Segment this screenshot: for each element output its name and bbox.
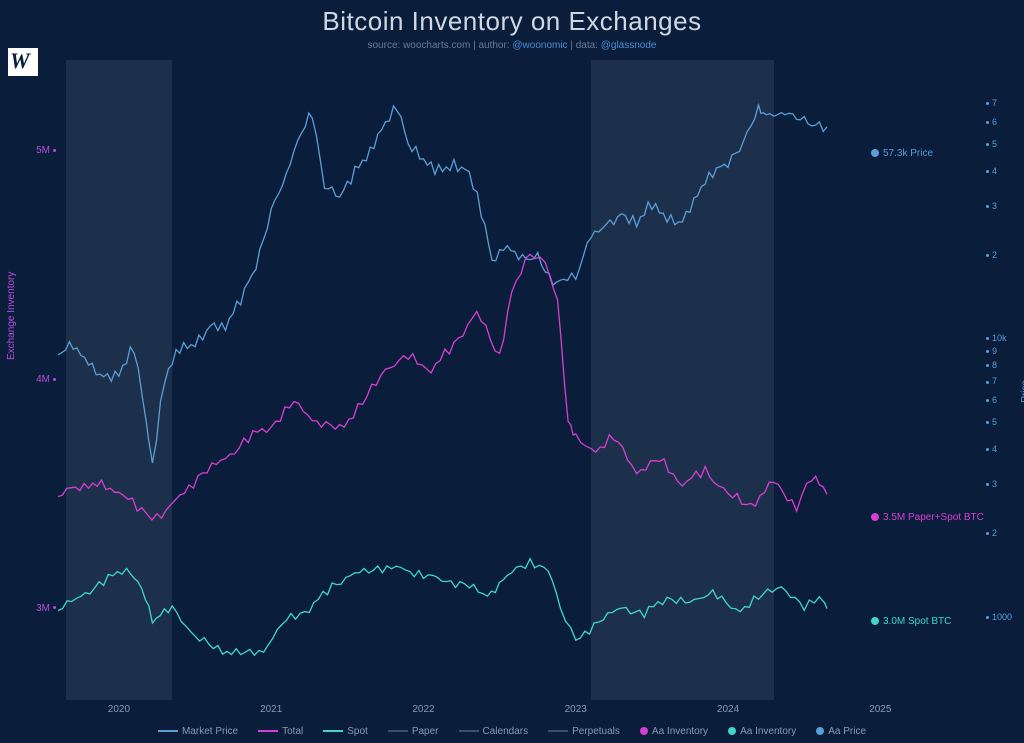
end-label-spot: 3.0M Spot BTC — [871, 616, 951, 627]
y-right-tick: 4 — [986, 166, 997, 176]
end-label-price: 57.3k Price — [871, 148, 933, 159]
x-tick: 2023 — [565, 704, 587, 715]
y-right-tick: 4 — [986, 444, 997, 454]
legend-item[interactable]: Paper — [388, 726, 439, 737]
y-left-tick: 3M — [34, 603, 56, 614]
x-tick: 2025 — [869, 704, 891, 715]
legend-item[interactable]: Market Price — [158, 726, 238, 737]
chart-plot: 57.3k Price3.5M Paper+Spot BTC3.0M Spot … — [58, 60, 926, 700]
series-spot — [58, 559, 827, 656]
y-right-tick: 6 — [986, 117, 997, 127]
y-right-tick: 3 — [986, 479, 997, 489]
y-right-tick: 10k — [986, 333, 1007, 343]
y-right-tick: 2 — [986, 528, 997, 538]
chart-svg — [58, 60, 926, 700]
y-right-tick: 6 — [986, 395, 997, 405]
legend: Market Price Total Spot Paper Calendars Perpe… — [0, 726, 1024, 737]
y-right-axis-label: Price — [1020, 380, 1024, 403]
x-tick: 2021 — [260, 704, 282, 715]
y-right-tick: 9 — [986, 346, 997, 356]
legend-item[interactable]: Spot — [323, 726, 368, 737]
end-label-total: 3.5M Paper+Spot BTC — [871, 512, 984, 523]
y-right-tick: 5 — [986, 417, 997, 427]
subtitle: source: woocharts.com | author: @woonomi… — [0, 40, 1024, 51]
y-left-tick: 5M — [34, 145, 56, 156]
page-title: Bitcoin Inventory on Exchanges — [0, 6, 1024, 37]
legend-item[interactable]: Perpetuals — [548, 726, 620, 737]
y-right-tick: 7 — [986, 98, 997, 108]
y-right-tick: 8 — [986, 360, 997, 370]
y-right-tick: 2 — [986, 250, 997, 260]
series-total — [58, 254, 827, 520]
author-link[interactable]: @woonomic — [512, 40, 567, 51]
logo: W — [8, 48, 38, 76]
legend-item[interactable]: Aa Price — [816, 726, 866, 737]
legend-item[interactable]: Aa Inventory — [640, 726, 708, 737]
y-right-tick: 3 — [986, 201, 997, 211]
x-tick: 2022 — [412, 704, 434, 715]
y-right-tick: 1000 — [986, 612, 1012, 622]
y-left-tick: 4M — [34, 374, 56, 385]
x-tick: 2024 — [717, 704, 739, 715]
legend-item[interactable]: Calendars — [459, 726, 529, 737]
legend-item[interactable]: Total — [258, 726, 303, 737]
series-price — [58, 105, 827, 463]
y-right-tick: 5 — [986, 139, 997, 149]
data-link[interactable]: @glassnode — [601, 40, 657, 51]
legend-item[interactable]: Aa Inventory — [728, 726, 796, 737]
y-right-tick: 7 — [986, 376, 997, 386]
x-tick: 2020 — [108, 704, 130, 715]
y-left-axis-label: Exchange Inventory — [6, 272, 17, 360]
